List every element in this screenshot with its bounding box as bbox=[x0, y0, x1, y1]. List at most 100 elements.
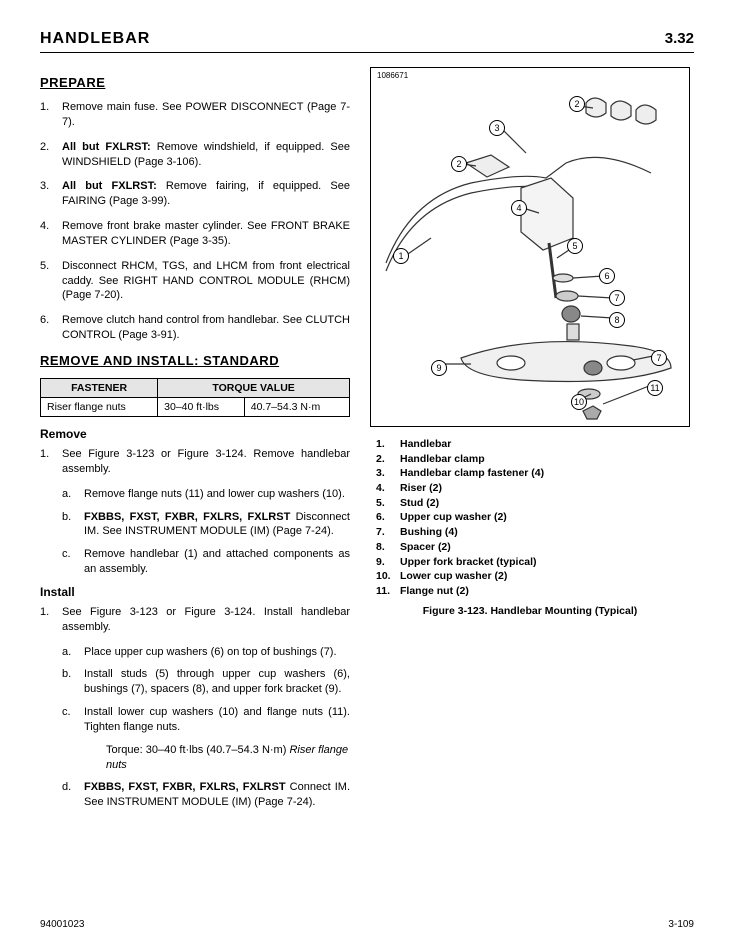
legend-text: Handlebar bbox=[400, 437, 451, 452]
step-number: 4. bbox=[40, 219, 62, 249]
install-substep: a.Place upper cup washers (6) on top of … bbox=[62, 645, 350, 660]
substep-letter: b. bbox=[62, 667, 84, 697]
prepare-step: 2.All but FXLRST: Remove windshield, if … bbox=[40, 140, 350, 170]
legend-row: 2.Handlebar clamp bbox=[370, 452, 690, 467]
callout-7: 7 bbox=[609, 290, 625, 306]
legend-row: 6.Upper cup washer (2) bbox=[370, 510, 690, 525]
figure-box: 1086671 bbox=[370, 67, 690, 427]
torque-note: Torque: 30–40 ft·lbs (40.7–54.3 N·m) Ris… bbox=[106, 743, 350, 773]
install-substep: d.FXBBS, FXST, FXBR, FXLRS, FXLRST Conne… bbox=[62, 780, 350, 810]
legend-row: 1.Handlebar bbox=[370, 437, 690, 452]
legend-num: 7. bbox=[370, 525, 400, 540]
remove-substeps: a.Remove flange nuts (11) and lower cup … bbox=[62, 487, 350, 577]
remove-steps: 1. See Figure 3-123 or Figure 3-124. Rem… bbox=[40, 447, 350, 477]
install-steps: 1. See Figure 3-123 or Figure 3-124. Ins… bbox=[40, 605, 350, 635]
footer-doc-num: 94001023 bbox=[40, 919, 85, 930]
callout-7: 7 bbox=[651, 350, 667, 366]
legend-row: 8.Spacer (2) bbox=[370, 540, 690, 555]
legend-row: 5.Stud (2) bbox=[370, 496, 690, 511]
page-title: HANDLEBAR bbox=[40, 30, 150, 48]
step-text: All but FXLRST: Remove fairing, if equip… bbox=[62, 179, 350, 209]
callout-1: 1 bbox=[393, 248, 409, 264]
legend-num: 9. bbox=[370, 555, 400, 570]
substep-text: FXBBS, FXST, FXBR, FXLRS, FXLRST Connect… bbox=[84, 780, 350, 810]
legend-text: Upper fork bracket (typical) bbox=[400, 555, 537, 570]
install-substeps: a.Place upper cup washers (6) on top of … bbox=[62, 645, 350, 811]
left-column: PREPARE 1.Remove main fuse. See POWER DI… bbox=[40, 67, 350, 818]
legend-text: Stud (2) bbox=[400, 496, 439, 511]
callout-2: 2 bbox=[569, 96, 585, 112]
legend-row: 7.Bushing (4) bbox=[370, 525, 690, 540]
step-text: See Figure 3-123 or Figure 3-124. Remove… bbox=[62, 447, 350, 477]
prepare-heading: PREPARE bbox=[40, 75, 350, 90]
callout-8: 8 bbox=[609, 312, 625, 328]
torque-table: FASTENER TORQUE VALUE Riser flange nuts … bbox=[40, 378, 350, 417]
remove-install-heading: REMOVE AND INSTALL: STANDARD bbox=[40, 353, 350, 368]
legend-row: 11.Flange nut (2) bbox=[370, 584, 690, 599]
substep-letter: c. bbox=[62, 705, 84, 735]
substep-text: FXBBS, FXST, FXBR, FXLRS, FXLRST Disconn… bbox=[84, 510, 350, 540]
remove-step-1: 1. See Figure 3-123 or Figure 3-124. Rem… bbox=[40, 447, 350, 477]
step-number: 2. bbox=[40, 140, 62, 170]
callout-2: 2 bbox=[451, 156, 467, 172]
page-header: HANDLEBAR 3.32 bbox=[40, 30, 694, 53]
substep-text: Place upper cup washers (6) on top of bu… bbox=[84, 645, 350, 660]
legend-text: Bushing (4) bbox=[400, 525, 458, 540]
legend-num: 2. bbox=[370, 452, 400, 467]
legend-num: 8. bbox=[370, 540, 400, 555]
legend-text: Flange nut (2) bbox=[400, 584, 469, 599]
legend-text: Handlebar clamp bbox=[400, 452, 485, 467]
legend-num: 3. bbox=[370, 466, 400, 481]
substep-text: Install lower cup washers (10) and flang… bbox=[84, 705, 350, 735]
legend-num: 11. bbox=[370, 584, 400, 599]
torque-cell-name: Riser flange nuts bbox=[41, 397, 158, 416]
handlebar-diagram bbox=[371, 68, 691, 428]
legend-row: 4.Riser (2) bbox=[370, 481, 690, 496]
install-substep: c.Install lower cup washers (10) and fla… bbox=[62, 705, 350, 735]
callout-3: 3 bbox=[489, 120, 505, 136]
prepare-step: 5.Disconnect RHCM, TGS, and LHCM from fr… bbox=[40, 259, 350, 304]
figure-caption: Figure 3-123. Handlebar Mounting (Typica… bbox=[370, 605, 690, 617]
legend-num: 5. bbox=[370, 496, 400, 511]
substep-letter: d. bbox=[62, 780, 84, 810]
page-footer: 94001023 3-109 bbox=[40, 919, 694, 930]
step-text: Remove main fuse. See POWER DISCONNECT (… bbox=[62, 100, 350, 130]
callout-6: 6 bbox=[599, 268, 615, 284]
torque-th-fastener: FASTENER bbox=[41, 378, 158, 397]
install-substep: b.Install studs (5) through upper cup wa… bbox=[62, 667, 350, 697]
prepare-step: 6.Remove clutch hand control from handle… bbox=[40, 313, 350, 343]
section-number: 3.32 bbox=[665, 30, 694, 47]
right-column: 1086671 bbox=[370, 67, 690, 818]
torque-cell-imp: 30–40 ft·lbs bbox=[158, 397, 245, 416]
remove-substep: b.FXBBS, FXST, FXBR, FXLRS, FXLRST Disco… bbox=[62, 510, 350, 540]
install-heading: Install bbox=[40, 585, 350, 599]
step-text: Remove front brake master cylinder. See … bbox=[62, 219, 350, 249]
step-number: 5. bbox=[40, 259, 62, 304]
substep-text: Install studs (5) through upper cup wash… bbox=[84, 667, 350, 697]
callout-10: 10 bbox=[571, 394, 587, 410]
step-number: 3. bbox=[40, 179, 62, 209]
legend-num: 4. bbox=[370, 481, 400, 496]
prepare-step: 3.All but FXLRST: Remove fairing, if equ… bbox=[40, 179, 350, 209]
content-columns: PREPARE 1.Remove main fuse. See POWER DI… bbox=[40, 67, 694, 818]
callout-5: 5 bbox=[567, 238, 583, 254]
legend-row: 9.Upper fork bracket (typical) bbox=[370, 555, 690, 570]
install-step-1: 1. See Figure 3-123 or Figure 3-124. Ins… bbox=[40, 605, 350, 635]
legend-text: Spacer (2) bbox=[400, 540, 451, 555]
remove-heading: Remove bbox=[40, 427, 350, 441]
callout-11: 11 bbox=[647, 380, 663, 396]
step-number: 1. bbox=[40, 605, 62, 635]
legend-text: Lower cup washer (2) bbox=[400, 569, 507, 584]
substep-letter: a. bbox=[62, 645, 84, 660]
remove-substep: a.Remove flange nuts (11) and lower cup … bbox=[62, 487, 350, 502]
legend-num: 6. bbox=[370, 510, 400, 525]
legend-text: Handlebar clamp fastener (4) bbox=[400, 466, 544, 481]
legend-text: Riser (2) bbox=[400, 481, 442, 496]
prepare-step: 1.Remove main fuse. See POWER DISCONNECT… bbox=[40, 100, 350, 130]
torque-cell-met: 40.7–54.3 N·m bbox=[244, 397, 349, 416]
legend-num: 10. bbox=[370, 569, 400, 584]
step-text: All but FXLRST: Remove windshield, if eq… bbox=[62, 140, 350, 170]
legend-row: 3.Handlebar clamp fastener (4) bbox=[370, 466, 690, 481]
step-number: 1. bbox=[40, 100, 62, 130]
step-number: 1. bbox=[40, 447, 62, 477]
